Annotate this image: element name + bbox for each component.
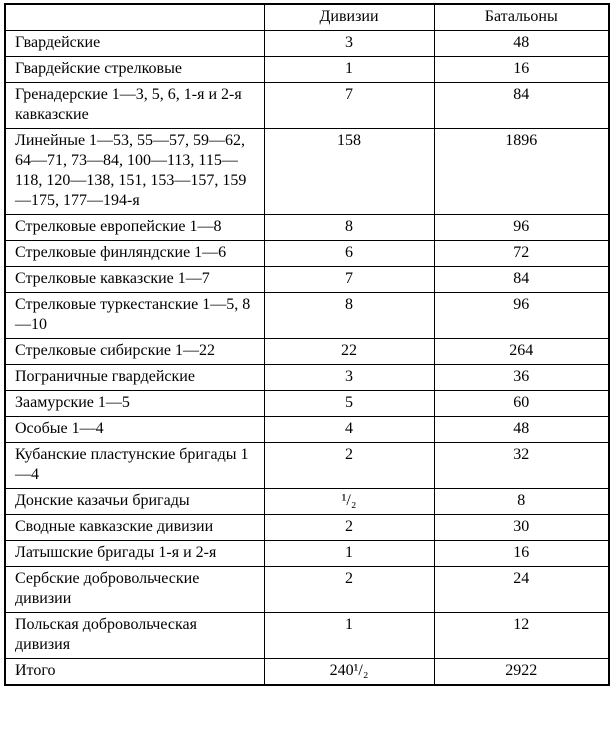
battalions-cell: 60 <box>433 390 610 417</box>
divisions-cell: 240¹/₂ <box>263 658 435 686</box>
battalions-cell: 96 <box>433 292 610 339</box>
divisions-cell: 8 <box>263 214 435 241</box>
table-row: Итого 240¹/₂ 2922 <box>4 658 610 686</box>
battalions-cell: 72 <box>433 240 610 267</box>
column-header-empty <box>4 3 265 31</box>
column-header-divisions: Дивизии <box>263 3 435 31</box>
table-row: Стрелковые кавказские 1—7 7 84 <box>4 266 610 293</box>
battalions-cell: 96 <box>433 214 610 241</box>
battalions-cell: 12 <box>433 612 610 659</box>
table-row: Стрелковые сибирские 1—22 22 264 <box>4 338 610 365</box>
battalions-cell: 2922 <box>433 658 610 686</box>
unit-name-cell: Пограничные гвардейские <box>4 364 265 391</box>
unit-name-cell: Стрелковые сибирские 1—22 <box>4 338 265 365</box>
unit-name-cell: Стрелковые туркестанские 1—5, 8—10 <box>4 292 265 339</box>
table-row: Особые 1—4 4 48 <box>4 416 610 443</box>
table-row: Донские казачьи бригады ¹/₂ 8 <box>4 488 610 515</box>
battalions-cell: 84 <box>433 82 610 129</box>
battalions-cell: 48 <box>433 30 610 57</box>
unit-name-cell: Гренадерские 1—3, 5, 6, 1-я и 2-я кавказ… <box>4 82 265 129</box>
table-row: Гренадерские 1—3, 5, 6, 1-я и 2-я кавказ… <box>4 82 610 129</box>
battalions-cell: 1896 <box>433 128 610 215</box>
unit-name-cell: Сводные кавказские дивизии <box>4 514 265 541</box>
table-row: Сербские добровольческие дивизии 2 24 <box>4 566 610 613</box>
battalions-cell: 264 <box>433 338 610 365</box>
table-row: Кубанские пластунские бригады 1—4 2 32 <box>4 442 610 489</box>
unit-name-cell: Сербские добровольческие дивизии <box>4 566 265 613</box>
divisions-cell: 4 <box>263 416 435 443</box>
table-row: Латышские бригады 1-я и 2-я 1 16 <box>4 540 610 567</box>
divisions-cell: 22 <box>263 338 435 365</box>
unit-name-cell: Гвардейские <box>4 30 265 57</box>
battalions-cell: 32 <box>433 442 610 489</box>
divisions-cell: 7 <box>263 82 435 129</box>
battalions-cell: 48 <box>433 416 610 443</box>
divisions-cell: 8 <box>263 292 435 339</box>
table-row: Стрелковые туркестанские 1—5, 8—10 8 96 <box>4 292 610 339</box>
divisions-cell: ¹/₂ <box>263 488 435 515</box>
battalions-cell: 84 <box>433 266 610 293</box>
battalions-cell: 8 <box>433 488 610 515</box>
divisions-cell: 158 <box>263 128 435 215</box>
battalions-cell: 30 <box>433 514 610 541</box>
unit-name-cell: Линейные 1—53, 55—57, 59—62, 64—71, 73—8… <box>4 128 265 215</box>
header-row: Дивизии Батальоны <box>4 3 610 31</box>
divisions-cell: 1 <box>263 540 435 567</box>
unit-name-cell: Стрелковые финляндские 1—6 <box>4 240 265 267</box>
unit-name-cell: Стрелковые европейские 1—8 <box>4 214 265 241</box>
divisions-table: Дивизии Батальоны Гвардейские 3 48 Гвард… <box>4 3 610 686</box>
table-body: Гвардейские 3 48 Гвардейские стрелковые … <box>4 30 610 686</box>
table-row: Стрелковые финляндские 1—6 6 72 <box>4 240 610 267</box>
divisions-cell: 3 <box>263 30 435 57</box>
divisions-cell: 2 <box>263 442 435 489</box>
divisions-cell: 5 <box>263 390 435 417</box>
unit-name-cell: Стрелковые кавказские 1—7 <box>4 266 265 293</box>
divisions-cell: 3 <box>263 364 435 391</box>
column-header-battalions: Батальоны <box>433 3 610 31</box>
battalions-cell: 16 <box>433 540 610 567</box>
unit-name-cell: Кубанские пластунские бригады 1—4 <box>4 442 265 489</box>
divisions-cell: 7 <box>263 266 435 293</box>
divisions-cell: 1 <box>263 612 435 659</box>
unit-name-cell: Заамурские 1—5 <box>4 390 265 417</box>
unit-name-cell: Латышские бригады 1-я и 2-я <box>4 540 265 567</box>
unit-name-cell: Гвардейские стрелковые <box>4 56 265 83</box>
table-row: Стрелковые европейские 1—8 8 96 <box>4 214 610 241</box>
unit-name-cell: Особые 1—4 <box>4 416 265 443</box>
unit-name-cell: Донские казачьи бригады <box>4 488 265 515</box>
table-row: Заамурские 1—5 5 60 <box>4 390 610 417</box>
divisions-cell: 1 <box>263 56 435 83</box>
divisions-cell: 2 <box>263 566 435 613</box>
table-row: Сводные кавказские дивизии 2 30 <box>4 514 610 541</box>
table-row: Гвардейские стрелковые 1 16 <box>4 56 610 83</box>
divisions-cell: 6 <box>263 240 435 267</box>
table-row: Гвардейские 3 48 <box>4 30 610 57</box>
unit-name-cell: Польская добровольческая дивизия <box>4 612 265 659</box>
table-row: Польская добровольческая дивизия 1 12 <box>4 612 610 659</box>
battalions-cell: 24 <box>433 566 610 613</box>
divisions-cell: 2 <box>263 514 435 541</box>
battalions-cell: 16 <box>433 56 610 83</box>
table-row: Линейные 1—53, 55—57, 59—62, 64—71, 73—8… <box>4 128 610 215</box>
table-row: Пограничные гвардейские 3 36 <box>4 364 610 391</box>
unit-name-cell: Итого <box>4 658 265 686</box>
battalions-cell: 36 <box>433 364 610 391</box>
